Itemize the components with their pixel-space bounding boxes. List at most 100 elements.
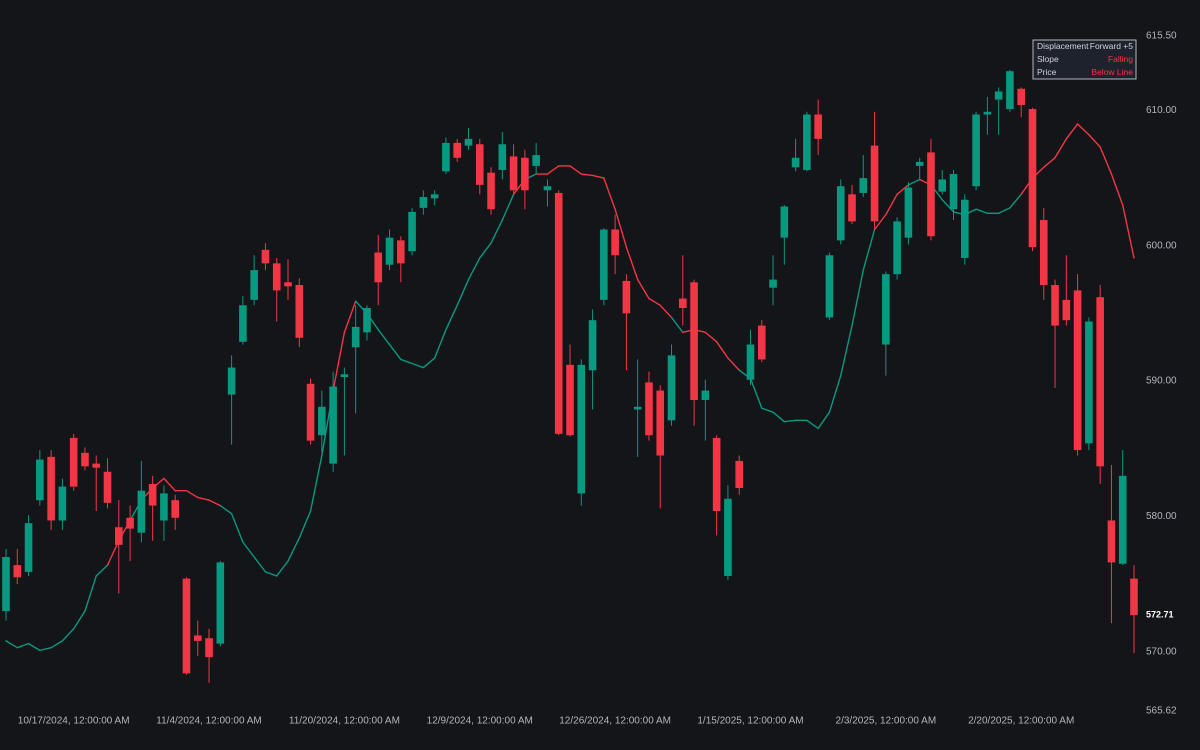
candle-body: [532, 155, 540, 166]
candle-body: [791, 157, 800, 168]
ma-segment: [636, 278, 650, 300]
candle-body: [453, 142, 461, 158]
candle-body: [961, 199, 969, 258]
ma-segment: [885, 193, 898, 216]
candle-body: [182, 578, 191, 674]
candle-body: [216, 562, 225, 644]
ma-segment: [479, 242, 492, 259]
ma-segment: [603, 177, 616, 210]
candle-body: [227, 367, 236, 395]
candle-body: [351, 326, 360, 348]
ma-segment: [298, 510, 312, 539]
candle-body: [893, 221, 901, 275]
candle-body: [306, 383, 315, 441]
info-value: Forward +5: [1090, 41, 1133, 51]
ma-segment: [388, 343, 402, 361]
ma-segment: [72, 610, 86, 630]
ma-segment: [625, 246, 639, 281]
ma-segment: [907, 178, 921, 186]
candle-body: [690, 282, 698, 401]
candle-body: [419, 197, 428, 208]
y-tick-label: 600.00: [1146, 240, 1177, 251]
ma-segment: [1065, 123, 1079, 140]
ma-segment: [264, 571, 278, 577]
candle-body: [554, 192, 563, 434]
candle-body: [408, 211, 416, 252]
ma-segment: [467, 257, 481, 281]
candle-body: [1073, 290, 1082, 451]
ma-segment: [806, 419, 819, 430]
ma-segment: [580, 173, 594, 177]
info-key: Displacement: [1037, 41, 1089, 51]
ma-segment: [39, 646, 52, 652]
candle-body: [148, 483, 157, 506]
candle-body: [521, 157, 529, 191]
ma-segment: [851, 269, 864, 327]
candle-body: [160, 493, 168, 521]
x-tick-label: 2/20/2025, 12:00:00 AM: [968, 716, 1074, 727]
candle-body: [329, 386, 337, 464]
y-tick-label: 615.50: [1146, 31, 1177, 42]
candle-body: [58, 486, 67, 521]
ma-segment: [862, 228, 876, 271]
candle-body: [1130, 578, 1138, 616]
candle-body: [904, 187, 913, 238]
candle-body: [882, 274, 890, 345]
x-tick-label: 12/26/2024, 12:00:00 AM: [559, 716, 671, 727]
ma-segment: [1076, 123, 1090, 136]
ma-segment: [1009, 193, 1022, 209]
candle-body: [464, 138, 473, 146]
ma-segment: [84, 575, 97, 612]
ma-segment: [727, 357, 740, 371]
candle-body: [645, 382, 653, 436]
ma-segment: [715, 341, 729, 359]
candle-body: [126, 517, 134, 529]
candle-body: [701, 390, 710, 401]
ma-segment: [896, 184, 910, 196]
candle-body: [633, 406, 642, 410]
candle-body: [746, 344, 755, 380]
candle-body: [1028, 109, 1037, 248]
candle-body: [870, 145, 879, 222]
candle-body: [780, 206, 789, 238]
candle-body: [1107, 520, 1116, 563]
candle-body: [1085, 321, 1093, 444]
ma-segment: [975, 208, 989, 214]
ma-segment: [309, 454, 323, 512]
ma-segment: [546, 165, 560, 175]
candle-body: [667, 355, 676, 421]
candle-body: [577, 364, 586, 494]
ma-segment: [749, 377, 763, 409]
candle-body: [2, 557, 10, 612]
x-tick-label: 11/20/2024, 12:00:00 AM: [289, 716, 400, 727]
candle-body: [69, 437, 78, 487]
candle-body: [261, 249, 270, 264]
candle-body: [600, 229, 608, 300]
candle-body: [24, 523, 33, 572]
candle-body: [938, 179, 947, 192]
candle-body: [1051, 284, 1059, 326]
candle-body: [1062, 299, 1071, 321]
candle-body: [250, 270, 258, 300]
ma-segment: [400, 358, 413, 365]
candle-body: [622, 280, 631, 314]
ma-segment: [828, 374, 842, 413]
x-tick-label: 12/9/2024, 12:00:00 AM: [427, 716, 533, 727]
y-tick-label: 580.00: [1146, 511, 1177, 522]
candle-body: [735, 460, 743, 488]
ma-segment: [704, 331, 718, 343]
candle-body: [769, 279, 777, 288]
candle-body: [272, 263, 281, 291]
candle-body: [205, 638, 213, 658]
ma-segment: [456, 278, 470, 306]
candle-body: [487, 172, 495, 210]
candle-body: [318, 406, 326, 436]
ma-segment: [377, 328, 391, 346]
ma-segment: [761, 407, 774, 413]
candle-body: [295, 284, 304, 338]
info-value: Falling: [1108, 54, 1133, 64]
candle-body: [1006, 71, 1014, 110]
x-tick-label: 1/15/2025, 12:00:00 AM: [697, 716, 803, 727]
ma-segment: [445, 304, 458, 331]
